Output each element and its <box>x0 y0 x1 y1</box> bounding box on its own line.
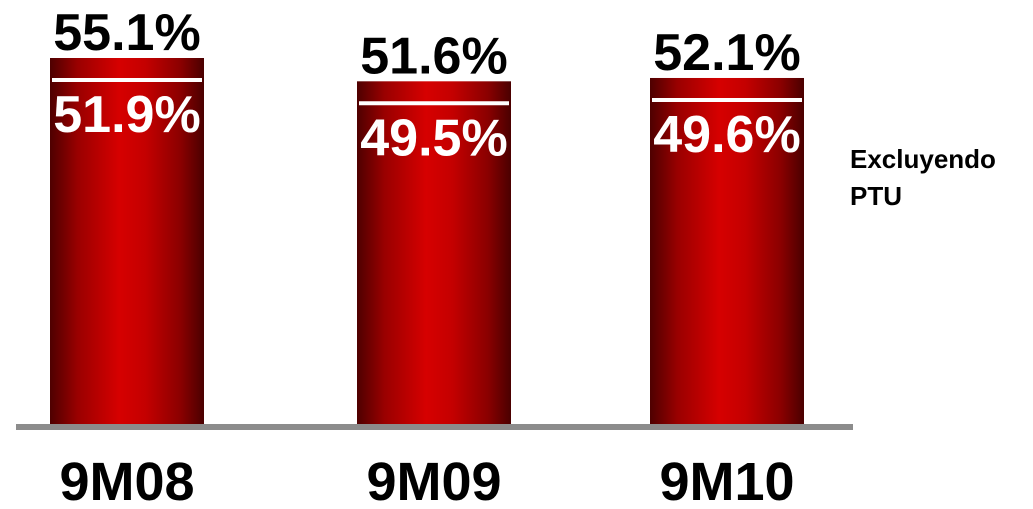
annotation-line-2: PTU <box>850 181 902 211</box>
annotation-line-1: Excluyendo <box>850 144 996 174</box>
bar-9M08 <box>50 58 204 425</box>
bar-9M10 <box>650 77 804 426</box>
value-label-9M09: 51.6% <box>360 27 507 85</box>
category-label-9M09: 9M09 <box>366 452 501 509</box>
value-label-9M10: 52.1% <box>653 24 800 82</box>
inner-value-label-9M09: 49.5% <box>360 109 507 167</box>
bar-9M09 <box>357 81 511 425</box>
category-label-9M08: 9M08 <box>59 452 194 509</box>
category-label-9M10: 9M10 <box>659 452 794 509</box>
bars-group <box>50 58 804 426</box>
labels-group: 55.1% 51.9% 9M08 51.6% 49.5% 9M09 52.1% 49.6% 9M… <box>53 4 800 509</box>
value-label-9M08: 55.1% <box>53 4 200 62</box>
inner-value-label-9M08: 51.9% <box>53 86 200 144</box>
inner-value-label-9M10: 49.6% <box>653 106 800 164</box>
